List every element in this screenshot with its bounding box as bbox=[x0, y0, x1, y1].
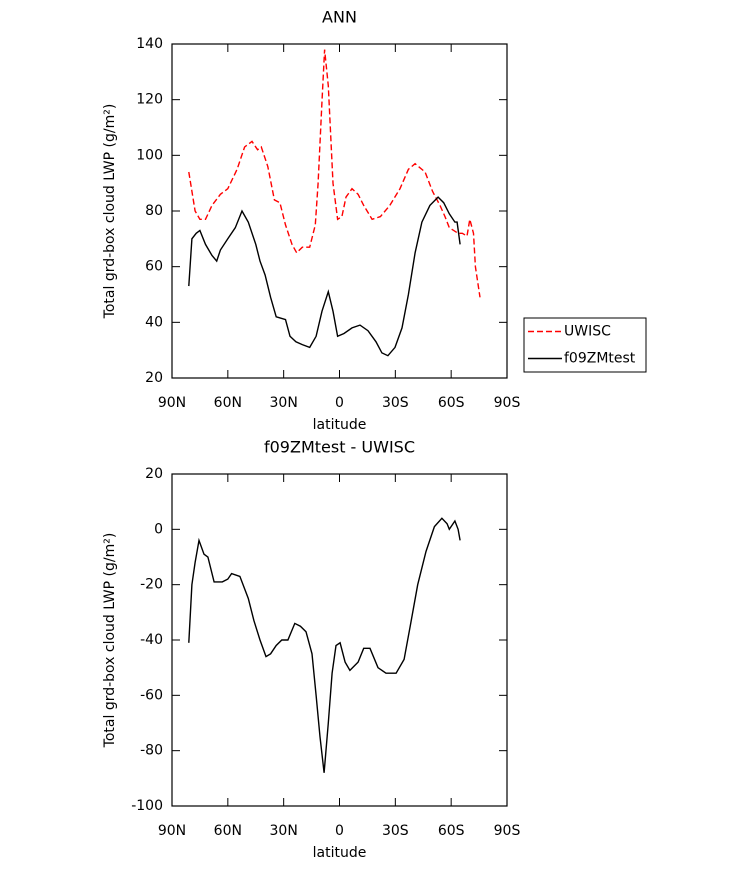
data-line bbox=[188, 49, 481, 298]
x-tick-label: 60N bbox=[214, 823, 242, 839]
x-tick-label: 90N bbox=[158, 823, 186, 839]
x-tick-label: 90N bbox=[158, 395, 186, 411]
y-tick-label: 120 bbox=[136, 92, 163, 108]
x-tick-label: 60N bbox=[214, 395, 242, 411]
x-tick-label: 30S bbox=[382, 823, 409, 839]
legend-label: UWISC bbox=[564, 324, 611, 340]
data-line bbox=[188, 196, 461, 357]
x-tick-label: 30N bbox=[270, 823, 298, 839]
y-tick-label: -20 bbox=[140, 577, 163, 593]
y-axis-label: Total grd-box cloud LWP (g/m²) bbox=[102, 533, 118, 749]
chart-title: ANN bbox=[322, 8, 357, 27]
x-tick-label: 60S bbox=[438, 395, 465, 411]
x-axis-label: latitude bbox=[313, 417, 367, 433]
legend-label: f09ZMtest bbox=[564, 351, 636, 367]
y-tick-label: 140 bbox=[136, 36, 163, 52]
y-tick-label: 60 bbox=[145, 259, 163, 275]
y-tick-label: 100 bbox=[136, 147, 163, 163]
chart-title: f09ZMtest - UWISC bbox=[264, 438, 415, 457]
y-tick-label: -40 bbox=[140, 632, 163, 648]
legend-box bbox=[523, 317, 647, 373]
x-tick-label: 90S bbox=[494, 395, 521, 411]
plot-frame bbox=[171, 473, 508, 807]
x-tick-label: 0 bbox=[335, 823, 344, 839]
plot-frame bbox=[171, 43, 508, 379]
y-tick-label: 0 bbox=[154, 521, 163, 537]
x-tick-label: 90S bbox=[494, 823, 521, 839]
y-tick-label: -80 bbox=[140, 743, 163, 759]
y-tick-label: -100 bbox=[131, 798, 163, 814]
x-tick-label: 30S bbox=[382, 395, 409, 411]
y-tick-label: 20 bbox=[145, 370, 163, 386]
x-tick-label: 30N bbox=[270, 395, 298, 411]
data-line bbox=[188, 517, 461, 773]
y-tick-label: -60 bbox=[140, 687, 163, 703]
y-tick-label: 40 bbox=[145, 314, 163, 330]
x-axis-label: latitude bbox=[313, 845, 367, 861]
y-tick-label: 20 bbox=[145, 466, 163, 482]
x-tick-label: 0 bbox=[335, 395, 344, 411]
y-axis-label: Total grd-box cloud LWP (g/m²) bbox=[102, 104, 118, 320]
x-tick-label: 60S bbox=[438, 823, 465, 839]
y-tick-label: 80 bbox=[145, 203, 163, 219]
